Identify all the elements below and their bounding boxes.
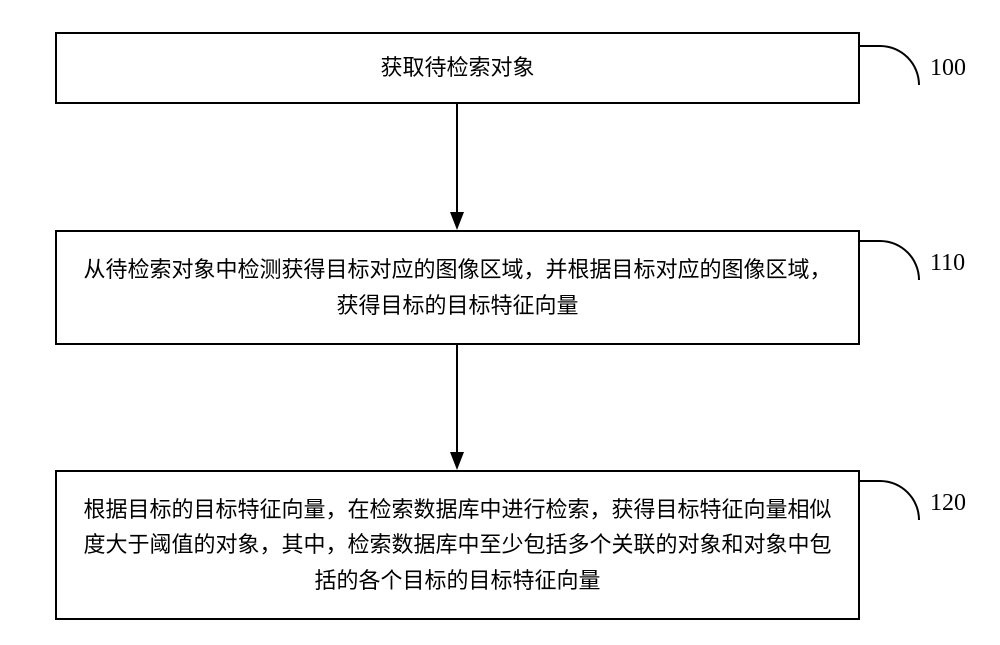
flow-node-100-text: 获取待检索对象 [75,50,840,85]
flowchart-canvas: 获取待检索对象 100 从待检索对象中检测获得目标对应的图像区域，并根据目标对应… [0,0,1000,645]
step-label-120: 120 [930,490,966,517]
flow-node-110: 从待检索对象中检测获得目标对应的图像区域，并根据目标对应的图像区域，获得目标的目… [55,230,860,345]
flow-arrow-2 [437,345,477,470]
flow-node-100: 获取待检索对象 [55,32,860,104]
step-label-110: 110 [930,250,965,277]
flow-node-120-text: 根据目标的目标特征向量，在检索数据库中进行检索，获得目标特征向量相似度大于阈值的… [75,492,840,598]
leader-line-120 [860,480,920,520]
flow-node-120: 根据目标的目标特征向量，在检索数据库中进行检索，获得目标特征向量相似度大于阈值的… [55,470,860,620]
flow-arrow-1 [437,104,477,230]
flow-node-110-text: 从待检索对象中检测获得目标对应的图像区域，并根据目标对应的图像区域，获得目标的目… [75,252,840,322]
step-label-100: 100 [930,55,966,82]
leader-line-100 [860,45,920,85]
leader-line-110 [860,240,920,280]
